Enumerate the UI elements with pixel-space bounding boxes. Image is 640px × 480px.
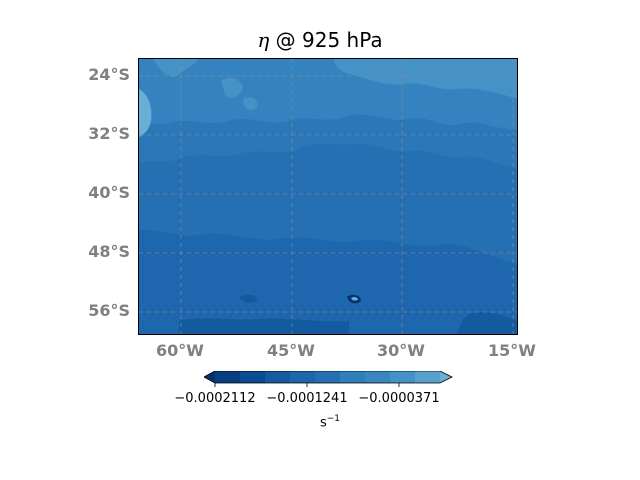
lon-label-45w: 45°W <box>251 341 331 360</box>
title-symbol: η <box>257 28 269 52</box>
colorbar-segment <box>265 371 291 383</box>
colorbar-segment <box>365 371 391 383</box>
colorbar-segment <box>390 371 416 383</box>
map-title: η @ 925 hPa <box>0 28 640 52</box>
colorbar-segment <box>290 371 316 383</box>
colorbar-segment <box>215 371 241 383</box>
map-panel <box>138 58 518 335</box>
units-base: s <box>320 415 327 430</box>
colorbar-segment <box>415 371 441 383</box>
colorbar-tick-label-3: −0.0000371 <box>339 391 459 406</box>
colorbar-extend-low <box>204 371 215 383</box>
lon-label-15w: 15°W <box>472 341 552 360</box>
colorbar <box>204 371 454 387</box>
colorbar-units: s−1 <box>300 414 360 430</box>
lat-label-56s: 56°S <box>70 301 130 320</box>
contour-map <box>139 59 518 335</box>
colorbar-segment <box>340 371 366 383</box>
lat-label-48s: 48°S <box>70 242 130 261</box>
lon-label-30w: 30°W <box>361 341 441 360</box>
title-text: @ 925 hPa <box>269 28 382 52</box>
units-exponent: −1 <box>327 414 340 424</box>
lat-label-40s: 40°S <box>70 183 130 202</box>
colorbar-extend-high <box>440 371 452 383</box>
colorbar-segment <box>315 371 341 383</box>
colorbar-segment <box>240 371 266 383</box>
lon-label-60w: 60°W <box>140 341 220 360</box>
lat-label-24s: 24°S <box>70 65 130 84</box>
lat-label-32s: 32°S <box>70 124 130 143</box>
